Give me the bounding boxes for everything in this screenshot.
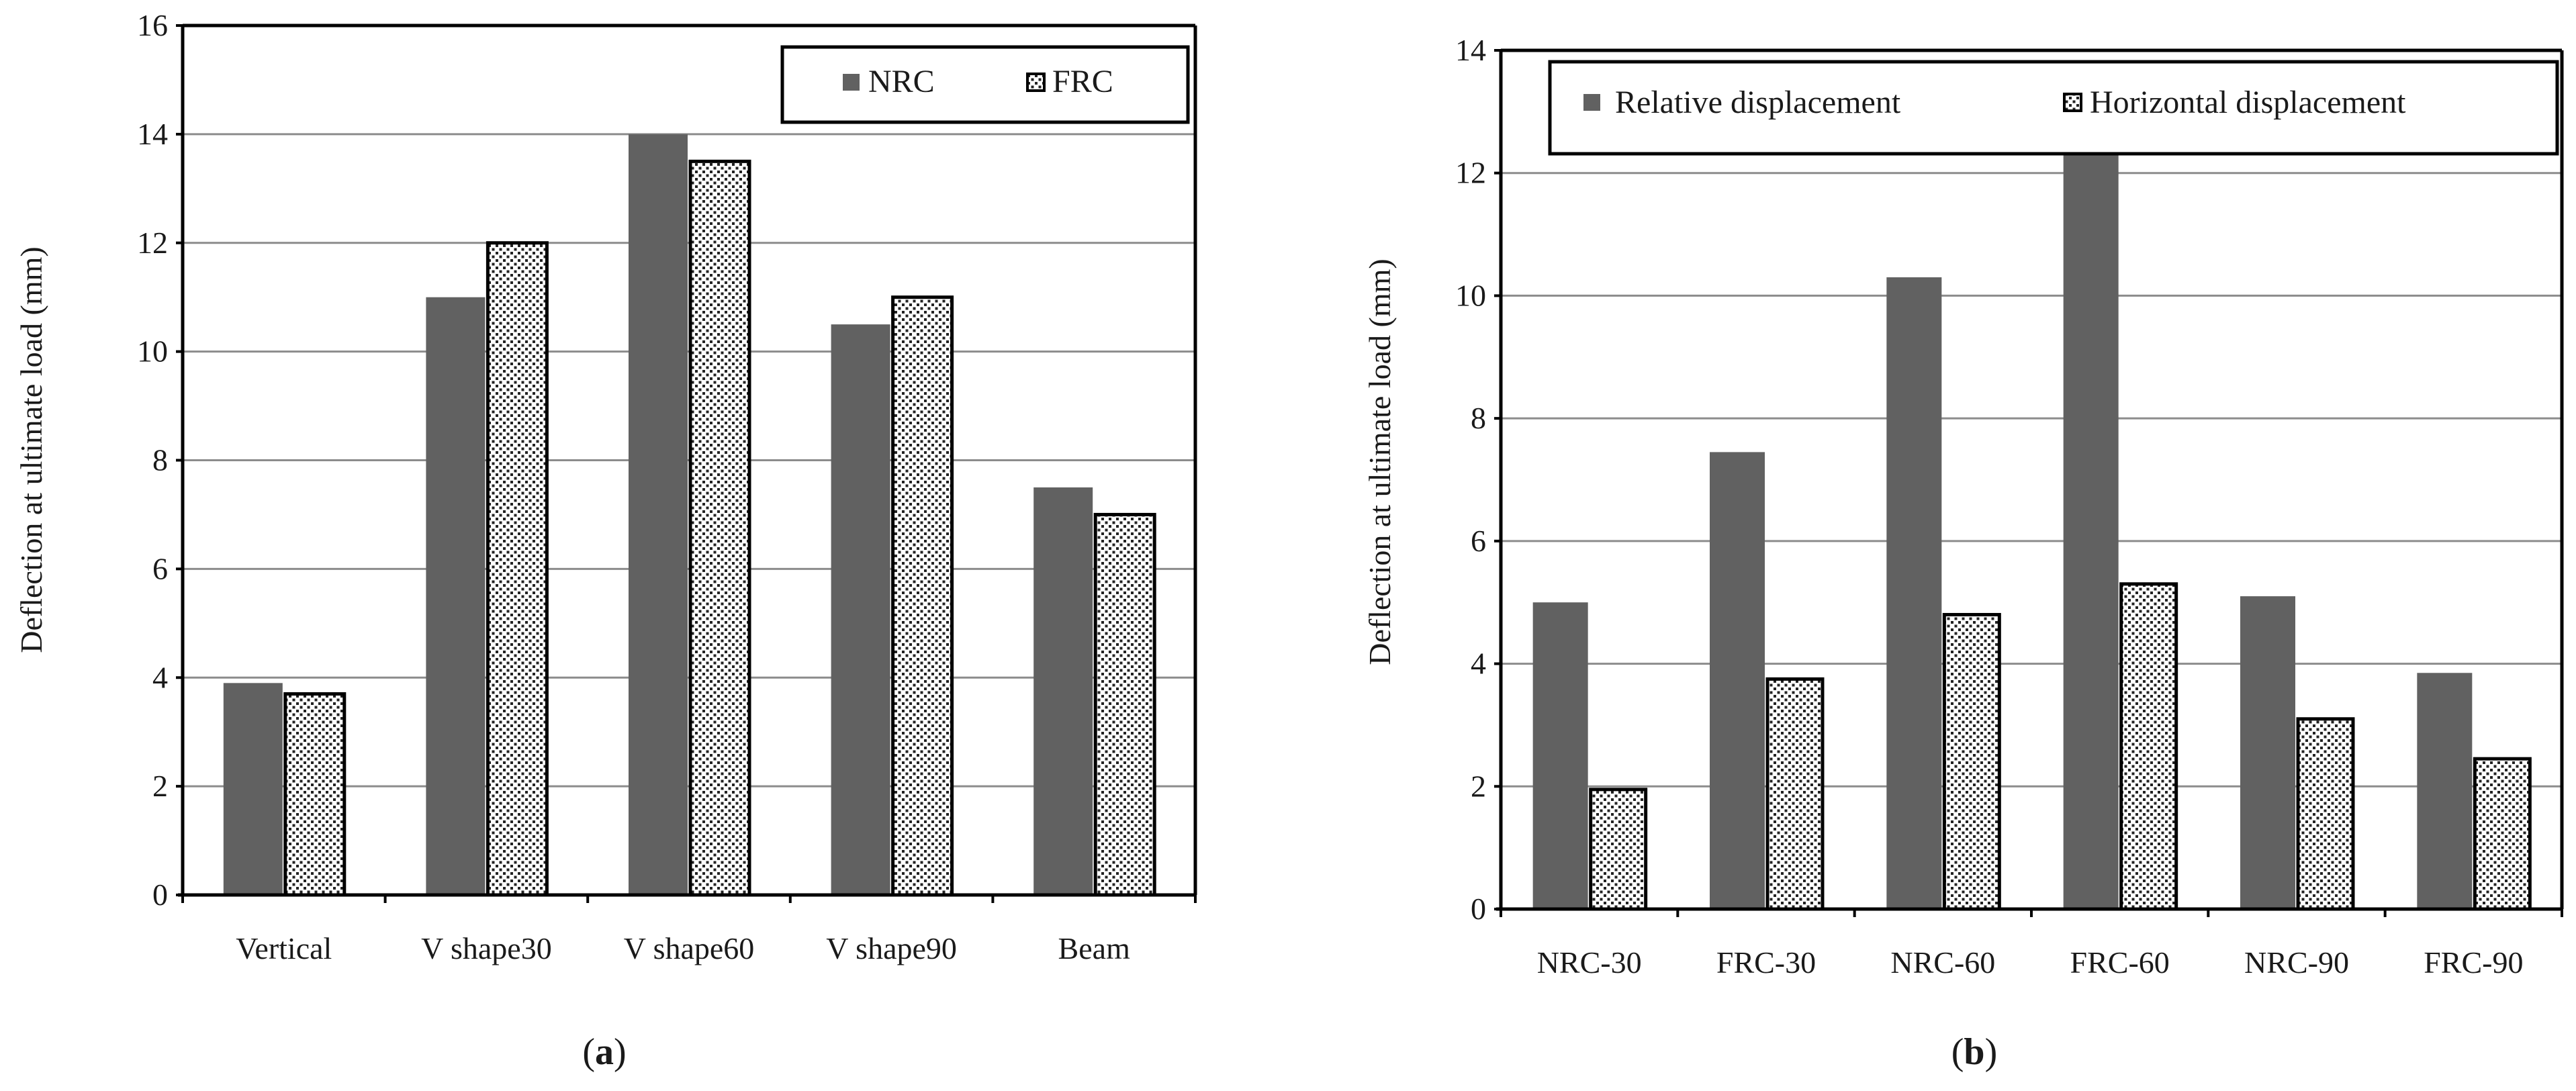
chart-a: 0 2 4 6 8 10 12 14 16 Vertical V shape30 V shape60… [14,8,1197,1073]
x-tick-label: FRC-30 [1716,945,1816,980]
x-tick-label: NRC-90 [2244,945,2349,980]
y-tick-label: 4 [1471,647,1486,681]
legend-label-relative: Relative displacement [1615,85,1901,120]
panel-label-b: (b) [1951,1031,1997,1073]
panel-label-a: (a) [582,1031,626,1073]
bar-horizontal-displacement-frc-30 [1765,677,1825,911]
bar-relative-displacement-frc-60 [2063,154,2119,910]
bar-relative-displacement-nrc-90 [2240,596,2295,909]
y-tick-label: 16 [137,8,168,42]
x-tick-label: FRC-60 [2070,945,2170,980]
y-axis-label: Deflection at ultimate load (mm) [14,246,48,653]
chart-b: 0 2 4 6 8 10 12 14 NRC-30 FRC-30 NRC-60 FRC-60 NRC-… [1363,33,2564,1073]
bar-horizontal-displacement-nrc-60 [1942,612,2001,911]
bar-horizontal-displacement-frc-60 [2119,582,2178,911]
y-tick-label: 8 [1471,401,1486,435]
bar-horizontal-displacement-nrc-30 [1589,788,1648,911]
legend-label-frc: FRC [1052,64,1113,99]
bar-frc-beam [1093,512,1156,897]
y-tick-label: 0 [152,877,168,912]
bar-frc-v-shape30 [486,241,549,897]
bar-frc-vertical [283,692,347,897]
y-tick-label: 14 [1455,33,1486,67]
bar-frc-v-shape60 [688,159,751,897]
legend-label-nrc: NRC [868,64,935,99]
bar-relative-displacement-frc-30 [1710,452,1765,909]
bar-horizontal-displacement-nrc-90 [2296,717,2355,911]
y-tick-label: 10 [1455,278,1486,312]
bar-nrc-v-shape90 [831,324,890,895]
legend: Relative displacement Horizontal displac… [1548,60,2559,156]
x-tick-label: NRC-60 [1890,945,1995,980]
x-tick-label: V shape30 [421,931,552,965]
y-tick-label: 6 [152,551,168,585]
x-tick-label: Beam [1058,931,1131,965]
x-tick-label: Vertical [236,931,332,965]
bar-horizontal-displacement-frc-90 [2473,757,2532,911]
bar-nrc-beam [1033,487,1093,895]
legend-box [1548,60,2559,156]
y-tick-label: 12 [137,226,168,260]
legend-swatch-relative [1583,94,1600,111]
bar-relative-displacement-frc-90 [2417,673,2473,909]
y-tick-label: 8 [152,443,168,477]
y-tick-label: 0 [1471,892,1486,926]
bar-relative-displacement-nrc-60 [1886,277,1942,909]
legend-swatch-horizontal [2063,93,2082,112]
legend: NRC FRC [780,45,1190,124]
y-tick-label: 6 [1471,524,1486,558]
x-tick-label: V shape90 [826,931,957,965]
bar-nrc-v-shape30 [426,297,486,895]
bar-frc-v-shape90 [891,295,954,897]
y-tick-label: 4 [152,660,168,694]
x-tick-label: FRC-90 [2424,945,2523,980]
y-tick-label: 10 [137,334,168,369]
bar-relative-displacement-nrc-30 [1532,602,1588,909]
y-tick-label: 12 [1455,156,1486,190]
legend-swatch-frc [1026,73,1046,92]
y-tick-label: 14 [137,117,168,151]
x-tick-label: V shape60 [624,931,755,965]
bar-nrc-vertical [223,683,283,895]
legend-label-horizontal: Horizontal displacement [2090,85,2406,120]
bar-nrc-v-shape60 [629,134,688,895]
y-axis-label: Deflection at ultimate load (mm) [1363,258,1397,665]
legend-swatch-nrc [843,74,860,91]
y-tick-label: 2 [1471,769,1486,803]
y-tick-label: 2 [152,769,168,803]
x-tick-label: NRC-30 [1537,945,1642,980]
